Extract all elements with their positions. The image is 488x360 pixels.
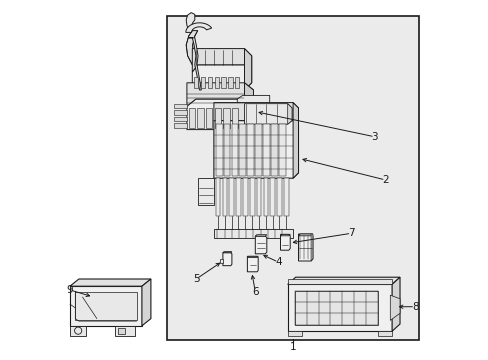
Polygon shape bbox=[280, 234, 289, 250]
Polygon shape bbox=[239, 124, 246, 176]
Polygon shape bbox=[256, 178, 261, 216]
Polygon shape bbox=[215, 124, 222, 176]
Polygon shape bbox=[220, 259, 223, 263]
Polygon shape bbox=[223, 253, 231, 266]
Polygon shape bbox=[188, 108, 195, 128]
Polygon shape bbox=[247, 124, 254, 176]
Polygon shape bbox=[255, 236, 266, 254]
Polygon shape bbox=[197, 108, 203, 128]
Polygon shape bbox=[243, 178, 247, 216]
Polygon shape bbox=[70, 279, 151, 286]
Polygon shape bbox=[263, 124, 269, 176]
Polygon shape bbox=[294, 291, 377, 325]
Polygon shape bbox=[221, 77, 225, 88]
Polygon shape bbox=[287, 104, 291, 124]
Polygon shape bbox=[174, 110, 186, 115]
Polygon shape bbox=[207, 77, 212, 88]
Polygon shape bbox=[174, 104, 186, 108]
Text: 8: 8 bbox=[411, 302, 418, 312]
Polygon shape bbox=[247, 256, 258, 272]
Polygon shape bbox=[70, 286, 142, 326]
Polygon shape bbox=[229, 178, 234, 216]
Polygon shape bbox=[287, 284, 391, 331]
Polygon shape bbox=[249, 178, 254, 216]
Polygon shape bbox=[244, 104, 291, 124]
Polygon shape bbox=[280, 234, 289, 236]
Text: 4: 4 bbox=[274, 257, 281, 267]
Polygon shape bbox=[247, 256, 258, 257]
Text: 1: 1 bbox=[289, 342, 296, 352]
Polygon shape bbox=[185, 23, 211, 32]
Polygon shape bbox=[70, 326, 86, 336]
Polygon shape bbox=[255, 124, 262, 176]
Polygon shape bbox=[197, 178, 213, 205]
Polygon shape bbox=[205, 108, 212, 128]
Polygon shape bbox=[188, 38, 201, 90]
Polygon shape bbox=[298, 234, 312, 261]
Text: 2: 2 bbox=[382, 175, 388, 185]
Polygon shape bbox=[75, 292, 136, 320]
Polygon shape bbox=[186, 31, 200, 72]
Polygon shape bbox=[115, 326, 134, 336]
Polygon shape bbox=[213, 121, 298, 178]
Polygon shape bbox=[284, 178, 288, 216]
Polygon shape bbox=[310, 234, 312, 261]
Text: 7: 7 bbox=[347, 228, 354, 238]
Polygon shape bbox=[223, 124, 230, 176]
Polygon shape bbox=[214, 77, 219, 88]
Polygon shape bbox=[186, 99, 253, 130]
Polygon shape bbox=[231, 124, 238, 176]
Polygon shape bbox=[223, 108, 229, 128]
Polygon shape bbox=[277, 178, 282, 216]
Polygon shape bbox=[222, 178, 227, 216]
Polygon shape bbox=[244, 83, 253, 130]
Text: 6: 6 bbox=[251, 287, 258, 297]
Polygon shape bbox=[270, 178, 275, 216]
Polygon shape bbox=[118, 328, 125, 334]
Polygon shape bbox=[214, 108, 221, 128]
Polygon shape bbox=[201, 77, 205, 88]
Text: 9: 9 bbox=[66, 285, 73, 295]
Polygon shape bbox=[287, 279, 391, 284]
Polygon shape bbox=[213, 229, 292, 238]
Polygon shape bbox=[186, 13, 194, 31]
Polygon shape bbox=[142, 279, 151, 326]
Text: 5: 5 bbox=[193, 274, 199, 284]
Polygon shape bbox=[287, 331, 302, 336]
Polygon shape bbox=[237, 95, 269, 117]
Polygon shape bbox=[270, 124, 277, 176]
Polygon shape bbox=[391, 277, 399, 331]
Polygon shape bbox=[244, 49, 251, 90]
Polygon shape bbox=[255, 235, 266, 236]
Polygon shape bbox=[194, 77, 198, 88]
Polygon shape bbox=[174, 117, 186, 121]
Bar bbox=[167, 16, 418, 340]
Polygon shape bbox=[174, 123, 186, 128]
Polygon shape bbox=[231, 108, 238, 128]
Polygon shape bbox=[298, 234, 312, 236]
Polygon shape bbox=[236, 178, 241, 216]
Polygon shape bbox=[292, 103, 298, 178]
Polygon shape bbox=[377, 331, 391, 336]
Polygon shape bbox=[223, 252, 231, 253]
Polygon shape bbox=[263, 178, 268, 216]
Polygon shape bbox=[192, 65, 251, 90]
Polygon shape bbox=[235, 77, 239, 88]
Polygon shape bbox=[279, 124, 285, 176]
Polygon shape bbox=[213, 103, 298, 121]
Polygon shape bbox=[287, 277, 399, 284]
Polygon shape bbox=[389, 295, 399, 320]
Polygon shape bbox=[228, 77, 232, 88]
Text: 3: 3 bbox=[371, 132, 377, 142]
Polygon shape bbox=[192, 49, 251, 72]
Polygon shape bbox=[215, 178, 220, 216]
Polygon shape bbox=[186, 83, 253, 106]
